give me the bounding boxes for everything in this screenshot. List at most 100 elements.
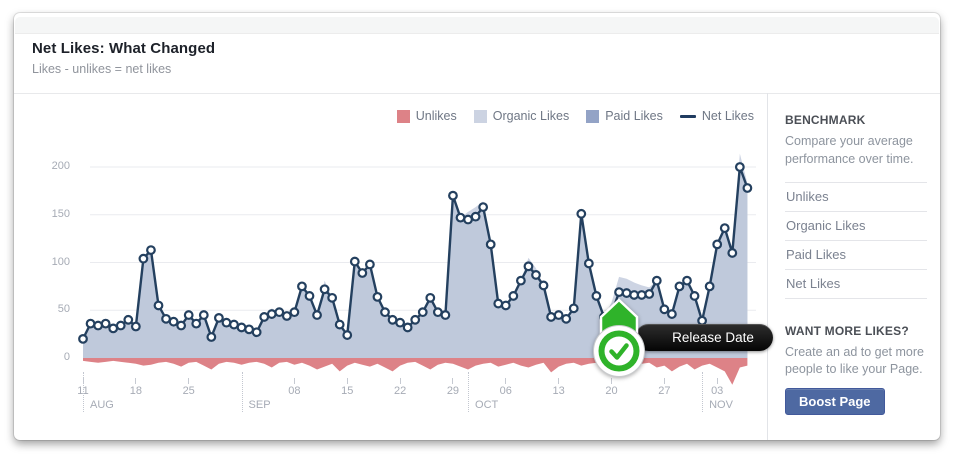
data-point[interactable]: [704, 281, 715, 292]
data-point[interactable]: [734, 162, 745, 172]
data-point[interactable]: [742, 183, 753, 193]
benchmark-heading: BENCHMARK: [785, 113, 866, 127]
data-point[interactable]: [485, 239, 496, 250]
data-point[interactable]: [727, 248, 738, 258]
data-point[interactable]: [342, 330, 353, 340]
data-point[interactable]: [153, 300, 164, 311]
data-point[interactable]: [123, 314, 134, 325]
data-point[interactable]: [689, 291, 700, 301]
data-point[interactable]: [236, 322, 247, 333]
data-point[interactable]: [176, 320, 187, 331]
data-point[interactable]: [266, 309, 277, 319]
data-point[interactable]: [206, 332, 217, 342]
data-point[interactable]: [614, 287, 624, 298]
data-point[interactable]: [448, 190, 458, 201]
x-axis-tick: [558, 378, 560, 384]
month-separator: [83, 372, 84, 412]
data-point[interactable]: [183, 310, 194, 320]
data-point[interactable]: [508, 291, 519, 301]
data-point[interactable]: [417, 307, 428, 318]
data-point[interactable]: [395, 317, 406, 328]
data-point[interactable]: [221, 317, 232, 328]
data-point[interactable]: [380, 307, 390, 318]
data-point[interactable]: [621, 288, 632, 298]
data-point[interactable]: [651, 275, 662, 286]
data-point[interactable]: [659, 304, 670, 315]
data-point[interactable]: [146, 245, 156, 255]
data-point[interactable]: [561, 313, 572, 324]
y-axis-label: 50: [57, 303, 70, 316]
data-point[interactable]: [115, 320, 126, 331]
data-point[interactable]: [644, 289, 655, 299]
data-point[interactable]: [93, 320, 104, 331]
legend-item-organic-likes[interactable]: Organic Likes: [473, 109, 570, 123]
release-date-marker[interactable]: [588, 297, 650, 385]
data-point[interactable]: [719, 223, 730, 234]
data-point[interactable]: [304, 291, 315, 301]
data-point[interactable]: [440, 310, 451, 320]
data-point[interactable]: [85, 318, 96, 329]
data-point[interactable]: [667, 309, 677, 319]
legend-item-net-likes[interactable]: Net Likes: [679, 109, 754, 123]
benchmark-description: Compare your average performance over ti…: [785, 134, 914, 166]
data-point[interactable]: [402, 322, 413, 333]
data-point[interactable]: [591, 291, 602, 301]
data-point[interactable]: [289, 307, 300, 318]
data-point[interactable]: [500, 300, 511, 311]
data-point[interactable]: [251, 327, 262, 338]
data-point[interactable]: [410, 314, 421, 325]
data-point[interactable]: [213, 312, 224, 323]
benchmark-item-net-likes[interactable]: Net Likes: [785, 270, 927, 299]
data-point[interactable]: [357, 268, 368, 278]
month-label: OCT: [475, 399, 499, 411]
data-point[interactable]: [538, 280, 549, 291]
x-axis-tick-label: 08: [288, 385, 301, 397]
data-point[interactable]: [712, 239, 723, 250]
net-likes-chart[interactable]: [78, 143, 770, 405]
data-point[interactable]: [455, 212, 466, 223]
data-point[interactable]: [674, 281, 685, 292]
data-point[interactable]: [100, 318, 111, 329]
data-point[interactable]: [78, 333, 88, 344]
benchmark-item-paid-likes[interactable]: Paid Likes: [785, 241, 927, 270]
data-point[interactable]: [191, 318, 202, 329]
data-point[interactable]: [470, 211, 481, 222]
data-point[interactable]: [168, 316, 179, 327]
data-point[interactable]: [281, 311, 292, 321]
data-point[interactable]: [198, 310, 209, 320]
data-point[interactable]: [372, 291, 383, 302]
data-point[interactable]: [130, 321, 141, 332]
data-point[interactable]: [516, 275, 526, 286]
data-point[interactable]: [297, 281, 307, 292]
data-point[interactable]: [349, 256, 360, 267]
x-axis-tick-label: 11: [77, 385, 89, 397]
release-date-tooltip: Release Date: [635, 324, 774, 351]
data-point[interactable]: [493, 298, 504, 309]
data-point[interactable]: [523, 261, 534, 272]
data-point[interactable]: [334, 319, 345, 330]
month-label: NOV: [709, 399, 733, 411]
data-point[interactable]: [682, 275, 692, 286]
data-point[interactable]: [478, 202, 489, 213]
legend-label: Organic Likes: [492, 109, 570, 123]
data-point[interactable]: [327, 292, 338, 303]
data-point[interactable]: [425, 292, 436, 303]
data-point[interactable]: [319, 284, 330, 295]
benchmark-item-unlikes[interactable]: Unlikes: [785, 181, 927, 212]
data-point[interactable]: [312, 310, 322, 320]
data-point[interactable]: [365, 259, 375, 270]
data-point[interactable]: [568, 303, 579, 314]
sidebar: BENCHMARK Compare your average performan…: [769, 93, 940, 440]
boost-page-button[interactable]: Boost Page: [785, 388, 885, 415]
data-point[interactable]: [531, 270, 541, 280]
data-point[interactable]: [138, 253, 149, 264]
benchmark-item-organic-likes[interactable]: Organic Likes: [785, 212, 927, 241]
data-point[interactable]: [576, 208, 587, 219]
legend-item-unlikes[interactable]: Unlikes: [396, 109, 457, 123]
data-point[interactable]: [546, 312, 557, 322]
month-separator: [702, 372, 704, 412]
data-point[interactable]: [553, 310, 564, 320]
data-point[interactable]: [274, 307, 285, 318]
data-point[interactable]: [583, 258, 594, 269]
legend-item-paid-likes[interactable]: Paid Likes: [586, 109, 663, 123]
